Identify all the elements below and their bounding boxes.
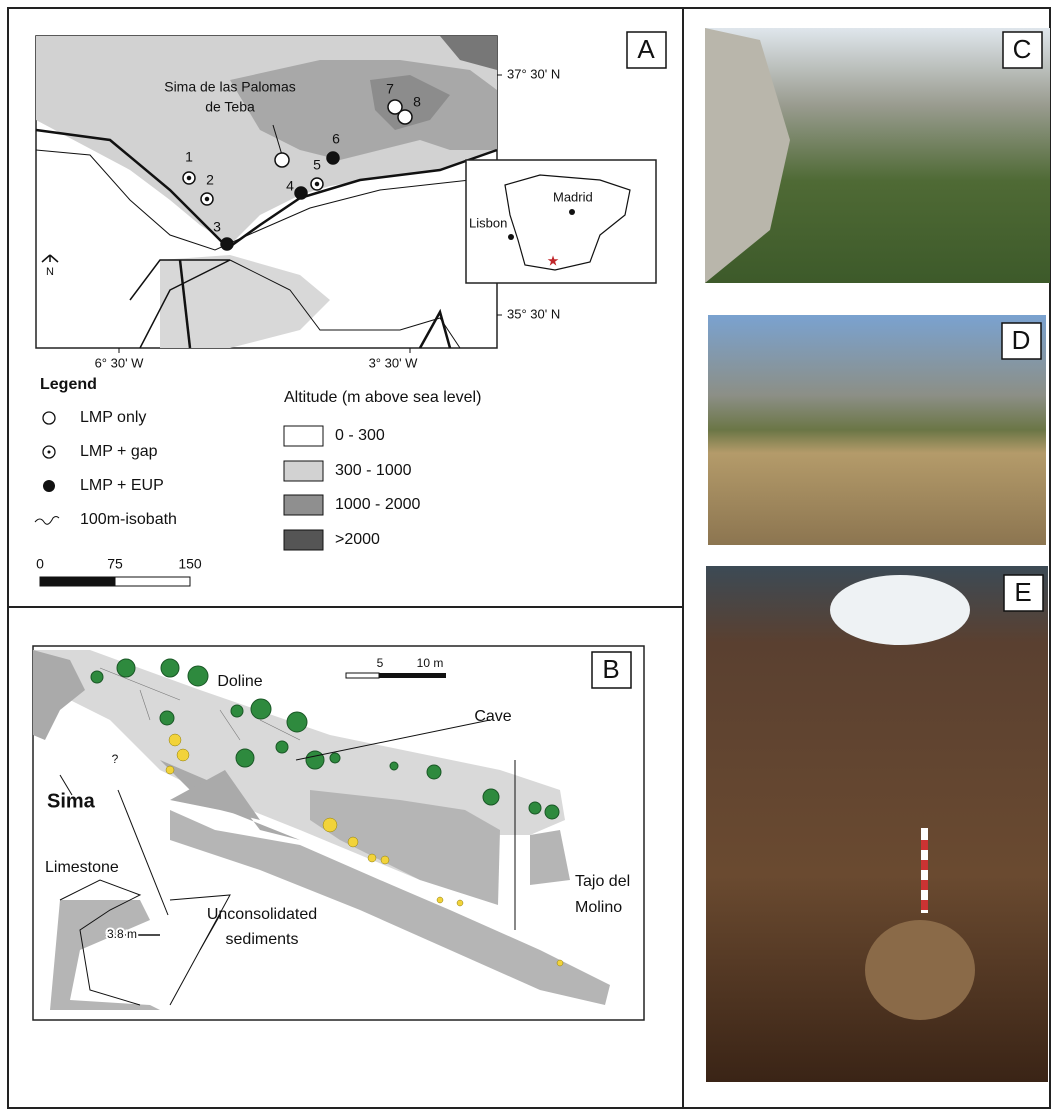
panel-label: B (602, 654, 619, 684)
doline-label: Doline (217, 673, 262, 690)
scale-label: 5 (377, 656, 384, 670)
site-number: 3 (213, 219, 221, 235)
map-a: N Sima de las Palomas de Teba 1 2 3 4 5 … (36, 32, 666, 370)
lat-label: 35° 30' N (507, 306, 560, 321)
site-number: 5 (313, 157, 321, 173)
scale-label: 0 (36, 556, 44, 572)
legend-item: LMP only (80, 409, 146, 426)
legend-item: 100m-isobath (80, 511, 177, 528)
lon-label: 3° 30' W (369, 355, 419, 370)
altitude-class: 0 - 300 (335, 427, 385, 444)
scale-label: 150 (178, 556, 202, 572)
panel-label: C (1013, 34, 1032, 64)
panel-label: D (1012, 325, 1031, 355)
legend: Legend LMP only LMP + gap LMP + EUP 100m… (35, 376, 481, 586)
site-number: 1 (185, 149, 193, 165)
site-number: 8 (413, 94, 421, 110)
altitude-title: Altitude (m above sea level) (284, 389, 481, 406)
scale-label: 10 m (417, 656, 444, 670)
tajo-label: Molino (575, 899, 622, 916)
sima-label: Sima (47, 790, 96, 812)
north-label: N (46, 266, 54, 278)
width-label: 3.8 m (107, 927, 137, 941)
figure: N Sima de las Palomas de Teba 1 2 3 4 5 … (0, 0, 1056, 1110)
altitude-class: 300 - 1000 (335, 462, 412, 479)
lat-label: 37° 30' N (507, 66, 560, 81)
photo-d: D (708, 315, 1046, 545)
site-number: 7 (386, 81, 394, 97)
site-number: 2 (206, 172, 214, 188)
sediments-label: Unconsolidated (207, 906, 317, 923)
limestone-label: Limestone (45, 859, 119, 876)
sediments-label: sediments (226, 931, 299, 948)
photo-c: C (705, 28, 1050, 283)
site-number: 4 (286, 178, 294, 194)
tajo-label: Tajo del (575, 873, 630, 890)
legend-item: LMP + gap (80, 443, 158, 460)
cave-label: Cave (474, 708, 511, 725)
legend-title: Legend (40, 376, 97, 393)
altitude-class: 1000 - 2000 (335, 496, 421, 513)
city-label: Madrid (553, 189, 593, 204)
scale-label: 75 (107, 556, 123, 572)
site-number: 6 (332, 131, 340, 147)
panel-label: E (1014, 577, 1031, 607)
altitude-class: >2000 (335, 531, 380, 548)
star: ★ (547, 253, 560, 269)
lon-label: 6° 30' W (95, 355, 145, 370)
legend-item: LMP + EUP (80, 477, 164, 494)
photo-e: E (706, 566, 1048, 1082)
panel-label: A (637, 34, 655, 64)
site-name: de Teba (205, 99, 255, 115)
cave-plan: 5 10 m Doline Cave ? Sima Limestone 3.8 … (33, 646, 644, 1020)
city-label: Lisbon (469, 215, 507, 230)
unknown-label: ? (112, 752, 119, 766)
site-name: Sima de las Palomas (164, 79, 296, 95)
